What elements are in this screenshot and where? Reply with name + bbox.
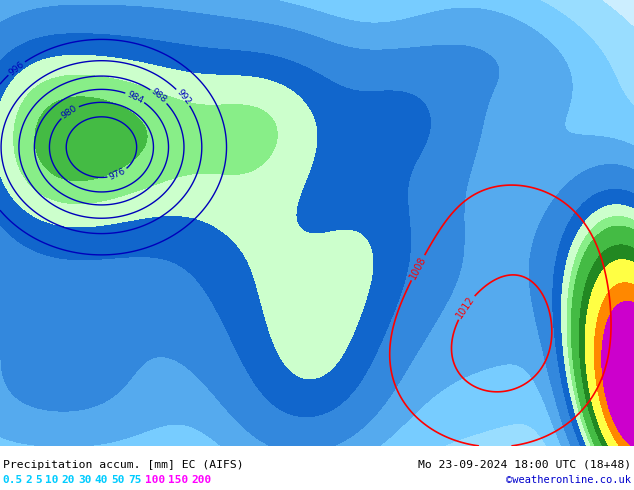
Text: 1012: 1012 — [455, 294, 477, 320]
Text: 75: 75 — [128, 475, 141, 485]
Text: 150: 150 — [168, 475, 188, 485]
Text: 100: 100 — [145, 475, 165, 485]
Text: Mo 23-09-2024 18:00 UTC (18+48): Mo 23-09-2024 18:00 UTC (18+48) — [418, 460, 631, 470]
Text: 984: 984 — [126, 89, 145, 105]
Text: 2: 2 — [25, 475, 32, 485]
Text: 996: 996 — [7, 59, 26, 77]
Text: 40: 40 — [95, 475, 108, 485]
Text: 992: 992 — [174, 88, 192, 107]
Text: 988: 988 — [150, 87, 169, 105]
Text: 976: 976 — [108, 167, 127, 182]
Text: 50: 50 — [112, 475, 125, 485]
Text: 200: 200 — [191, 475, 212, 485]
Text: 980: 980 — [60, 103, 79, 121]
Text: 30: 30 — [78, 475, 92, 485]
Text: 10: 10 — [45, 475, 58, 485]
Text: Precipitation accum. [mm] EC (AIFS): Precipitation accum. [mm] EC (AIFS) — [3, 460, 243, 470]
Text: ©weatheronline.co.uk: ©weatheronline.co.uk — [506, 475, 631, 485]
Text: 1008: 1008 — [408, 254, 428, 281]
Text: 20: 20 — [61, 475, 75, 485]
Text: 0.5: 0.5 — [2, 475, 22, 485]
Text: 5: 5 — [36, 475, 42, 485]
